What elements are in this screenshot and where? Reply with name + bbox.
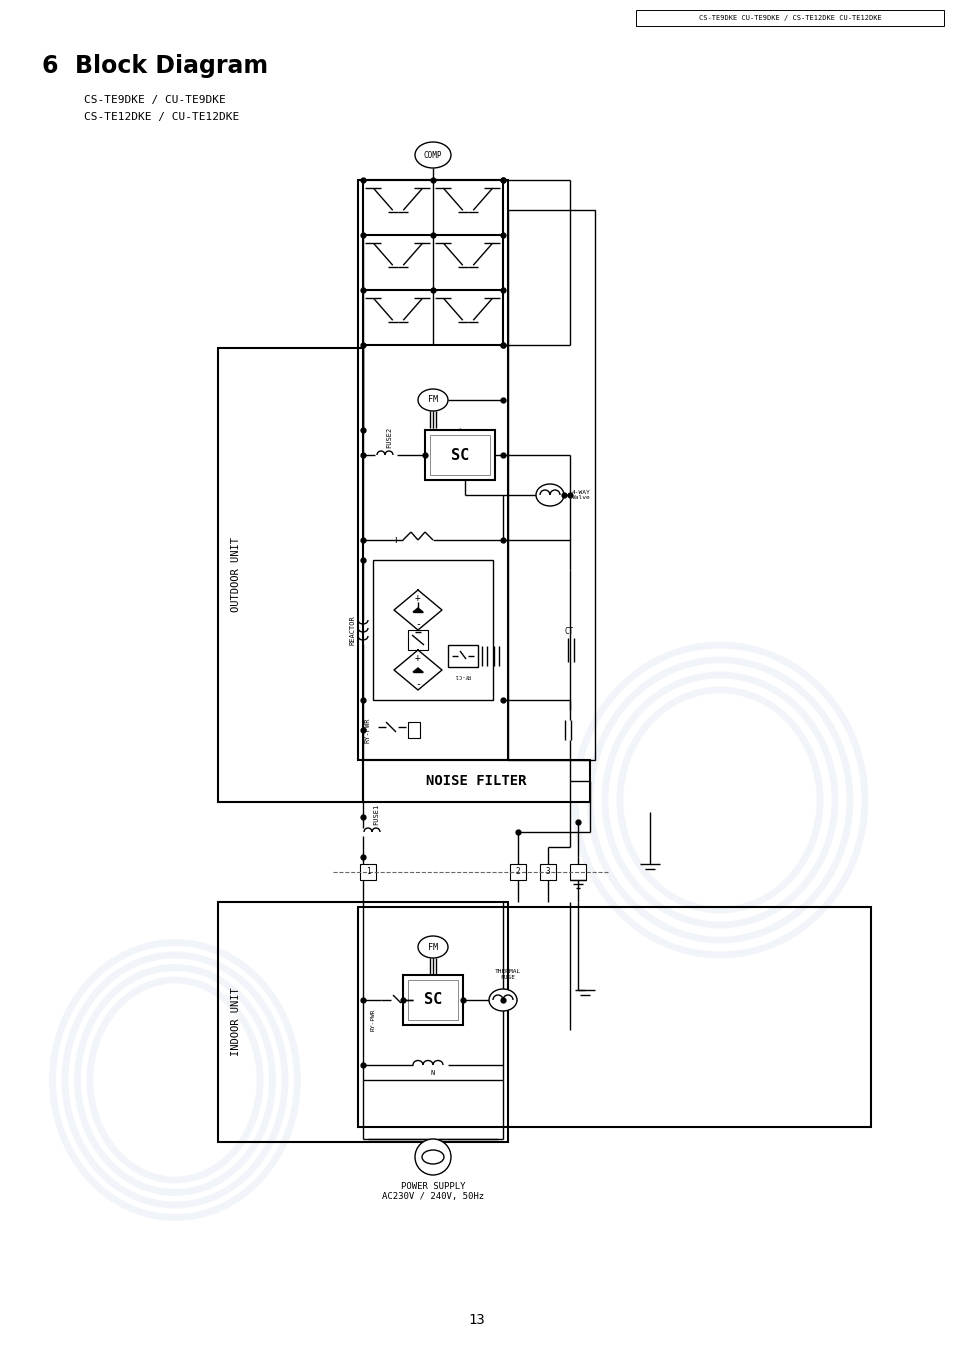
Bar: [359, 865, 375, 880]
Bar: [569, 865, 585, 880]
Bar: [510, 865, 525, 880]
Text: 1: 1: [365, 867, 370, 877]
Bar: [424, 430, 495, 480]
Bar: [218, 902, 507, 1142]
Text: REACTOR: REACTOR: [350, 615, 355, 644]
Bar: [448, 644, 477, 667]
Bar: [430, 435, 490, 476]
Ellipse shape: [417, 389, 448, 411]
Text: RY-PWR: RY-PWR: [365, 717, 371, 743]
Bar: [357, 907, 870, 1127]
Text: THERMAL
FUSE: THERMAL FUSE: [495, 969, 520, 979]
Text: RY-PWR: RY-PWR: [370, 1009, 375, 1031]
Ellipse shape: [536, 484, 563, 507]
Bar: [507, 209, 595, 761]
Polygon shape: [413, 608, 422, 612]
Ellipse shape: [417, 936, 448, 958]
Text: CS-TE9DKE / CU-TE9DKE: CS-TE9DKE / CU-TE9DKE: [84, 95, 226, 105]
Text: 4-WAY
Valve: 4-WAY Valve: [572, 489, 590, 500]
Text: COMP: COMP: [423, 150, 442, 159]
Text: FUSE2: FUSE2: [386, 427, 392, 447]
Text: 6  Block Diagram: 6 Block Diagram: [42, 54, 268, 78]
Text: OUTDOOR UNIT: OUTDOOR UNIT: [231, 538, 241, 612]
Bar: [539, 865, 556, 880]
Text: RY-C1: RY-C1: [455, 673, 471, 677]
Bar: [373, 561, 493, 700]
Bar: [357, 180, 507, 761]
Bar: [408, 721, 419, 738]
Text: 2: 2: [516, 867, 519, 877]
Text: CT: CT: [564, 627, 574, 636]
Bar: [408, 630, 428, 650]
Text: 3: 3: [545, 867, 550, 877]
Polygon shape: [413, 667, 422, 671]
Bar: [408, 979, 457, 1020]
Text: FM: FM: [428, 396, 437, 404]
Ellipse shape: [489, 989, 517, 1011]
Text: POWER SUPPLY
AC230V / 240V, 50Hz: POWER SUPPLY AC230V / 240V, 50Hz: [381, 1182, 483, 1201]
Text: -: -: [415, 680, 420, 689]
Text: -: -: [415, 619, 420, 630]
Bar: [218, 349, 363, 802]
Bar: [402, 975, 462, 1025]
Text: FUSE1: FUSE1: [373, 804, 378, 824]
Text: FM: FM: [428, 943, 437, 951]
Text: NOISE FILTER: NOISE FILTER: [425, 774, 526, 788]
Text: +: +: [415, 653, 420, 663]
Ellipse shape: [415, 142, 451, 168]
Circle shape: [415, 1139, 451, 1175]
Text: SC: SC: [451, 447, 469, 462]
Bar: [363, 761, 589, 802]
Bar: [636, 9, 943, 26]
Text: SC: SC: [423, 993, 441, 1008]
Text: N: N: [431, 1070, 435, 1075]
Text: CS-TE12DKE / CU-TE12DKE: CS-TE12DKE / CU-TE12DKE: [84, 112, 239, 122]
Text: 13: 13: [468, 1313, 485, 1327]
Text: +: +: [393, 535, 399, 544]
Text: +: +: [415, 593, 420, 603]
Text: CS-TE9DKE CU-TE9DKE / CS-TE12DKE CU-TE12DKE: CS-TE9DKE CU-TE9DKE / CS-TE12DKE CU-TE12…: [698, 15, 881, 22]
Text: INDOOR UNIT: INDOOR UNIT: [231, 988, 241, 1056]
